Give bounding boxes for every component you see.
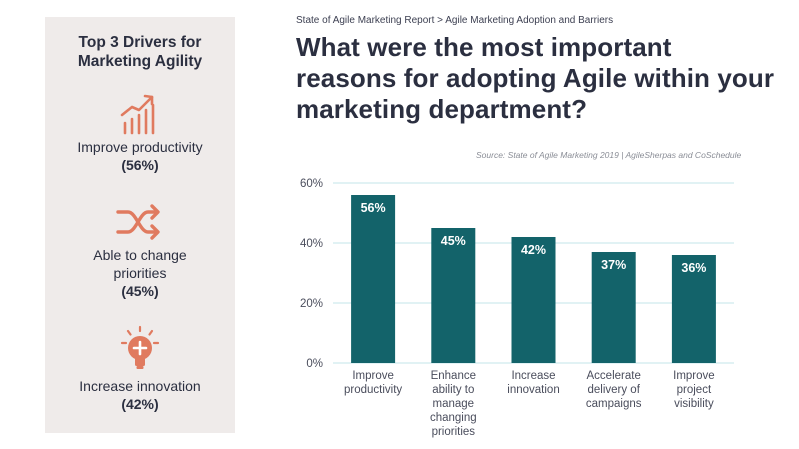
bar xyxy=(431,228,476,363)
drivers-title-line1: Top 3 Drivers for xyxy=(78,34,202,51)
shuffle-arrows-icon xyxy=(116,204,160,240)
bar-value-label: 56% xyxy=(361,201,386,215)
x-category-label: Increase xyxy=(511,370,555,382)
driver-label-priorities-line2: priorities xyxy=(113,265,167,281)
bar-value-label: 37% xyxy=(601,258,626,272)
breadcrumb: State of Agile Marketing Report > Agile … xyxy=(296,15,614,26)
driver-pct-productivity: (56%) xyxy=(121,157,159,173)
y-tick-label: 40% xyxy=(300,238,323,250)
x-category-label: manage xyxy=(433,398,475,410)
y-tick-label: 60% xyxy=(300,178,323,190)
bar xyxy=(351,195,396,363)
growth-chart-icon xyxy=(120,94,155,135)
bar-value-label: 42% xyxy=(521,243,546,257)
x-category-label: Improve xyxy=(352,370,394,382)
x-category-label: priorities xyxy=(432,426,476,438)
driver-label-productivity: Improve productivity xyxy=(77,139,203,155)
bar-value-label: 36% xyxy=(681,261,706,275)
driver-pct-priorities: (45%) xyxy=(121,283,159,299)
drivers-panel-title: Top 3 Drivers for Marketing Agility xyxy=(45,33,235,71)
x-category-label: visibility xyxy=(674,398,714,410)
x-category-label: delivery of xyxy=(587,384,640,396)
x-category-label: campaigns xyxy=(586,398,642,410)
bar xyxy=(671,255,716,363)
x-category-label: productivity xyxy=(344,384,402,396)
x-category-label: Accelerate xyxy=(587,370,641,382)
x-category-label: Enhance xyxy=(431,370,476,382)
bar xyxy=(511,237,556,363)
driver-pct-innovation: (42%) xyxy=(121,396,159,412)
x-category-label: Improve xyxy=(673,370,715,382)
driver-label-innovation: Increase innovation xyxy=(79,378,201,394)
y-tick-label: 20% xyxy=(300,298,323,310)
reasons-bar-chart: 0% 20% 40% 60% 56% Improve productivity 45% Enha… xyxy=(300,178,734,438)
x-category-label: project xyxy=(677,384,712,396)
page-title: What were the most important reasons for… xyxy=(296,32,775,124)
source-note: Source: State of Agile Marketing 2019 | … xyxy=(476,150,742,160)
x-category-label: innovation xyxy=(507,384,559,396)
lightbulb-plus-icon xyxy=(120,325,160,369)
x-category-label: changing xyxy=(430,412,477,424)
x-category-label: ability to xyxy=(432,384,474,396)
bar xyxy=(591,252,636,363)
drivers-title-line2: Marketing Agility xyxy=(77,53,203,70)
drivers-panel: Top 3 Drivers for Marketing Agility Impr… xyxy=(45,17,235,433)
y-tick-label: 0% xyxy=(306,358,323,370)
driver-label-priorities-line1: Able to change xyxy=(93,247,187,263)
bar-value-label: 45% xyxy=(441,234,466,248)
